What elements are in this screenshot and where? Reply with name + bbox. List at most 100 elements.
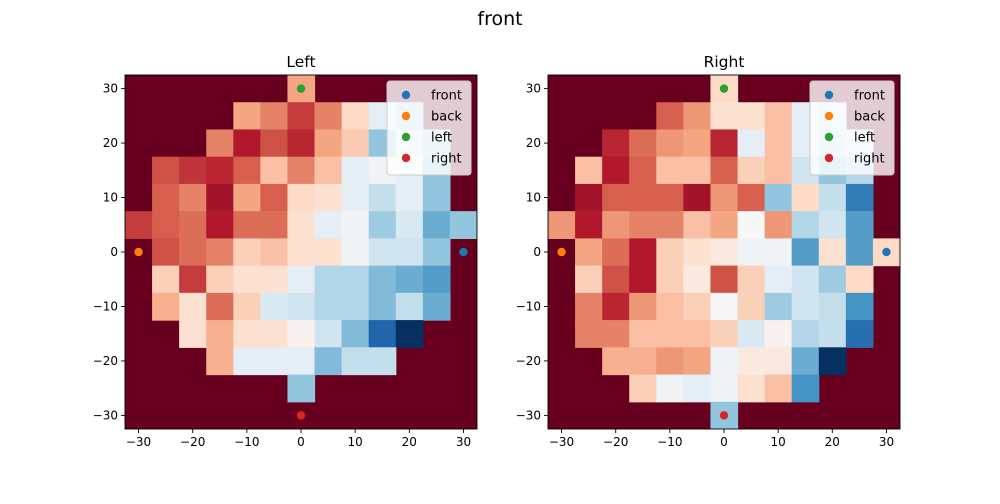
heatmap-cell [260, 292, 289, 321]
heatmap-cell [287, 347, 316, 376]
heatmap-cell [260, 156, 289, 185]
heatmap-cell [683, 183, 712, 212]
heatmap-cell [233, 347, 261, 376]
heatmap-cell [602, 347, 630, 376]
heatmap-cell [737, 292, 766, 321]
heatmap-cell [260, 183, 289, 212]
heatmap-cell [683, 374, 712, 403]
heatmap-cells [125, 75, 477, 403]
heatmap-cell [314, 183, 343, 212]
heatmap-cell [341, 183, 370, 212]
x-tick-label: 10 [771, 435, 786, 449]
heatmap-cell [152, 265, 180, 294]
heatmap-cell [341, 265, 370, 294]
heatmap-cell [791, 238, 820, 267]
heatmap-cell [206, 320, 234, 348]
heatmap-cell [629, 320, 657, 348]
heatmap-cell [764, 320, 793, 348]
heatmap-cell [656, 347, 684, 376]
heatmap-cell [791, 320, 820, 348]
x-tick-label: 20 [402, 435, 417, 449]
heatmap-cell [791, 265, 820, 294]
x-tick-label: −10 [234, 435, 259, 449]
heatmap-cell [737, 183, 766, 212]
heatmap-cell [314, 102, 343, 131]
heatmap-cell [575, 156, 603, 185]
heatmap-cell [233, 211, 261, 239]
heatmap-cell [287, 265, 316, 294]
heatmap-cell [314, 265, 343, 294]
panel-left: Left −30 −20 −10 0 10 20 30 −30 −20 −10 0 10 20 30 fron… [93, 53, 478, 449]
legend-label-front: front [431, 89, 462, 104]
heatmap-cell [206, 265, 234, 294]
heatmap-cell [341, 292, 370, 321]
heatmap-cell [818, 238, 847, 267]
point-back [134, 247, 143, 257]
heatmap-cell [287, 292, 316, 321]
heatmap-cell [764, 347, 793, 376]
heatmap-cell [845, 320, 874, 348]
heatmap-cell [341, 347, 370, 376]
heatmap-cell [260, 129, 289, 158]
legend-marker-left [824, 132, 834, 142]
heatmap-cell [575, 183, 603, 212]
heatmap-cell [845, 238, 874, 267]
heatmap-cell [422, 265, 451, 294]
y-tick-label: 10 [526, 191, 541, 205]
heatmap-cell [548, 211, 576, 239]
heatmap-cell [368, 183, 397, 212]
heatmap-cell [683, 211, 712, 239]
heatmap-cell [395, 320, 424, 348]
x-tick-label: 20 [825, 435, 840, 449]
heatmap-cell [737, 374, 766, 403]
heatmap-cell [710, 183, 739, 212]
heatmap-cell [683, 156, 712, 185]
y-tick-label: 10 [103, 191, 118, 205]
point-left [719, 84, 729, 93]
heatmap-cell [791, 211, 820, 239]
legend-marker-back [401, 111, 411, 121]
heatmap-cell [287, 238, 316, 267]
y-tick-label: 30 [103, 82, 118, 96]
heatmap-cell [683, 347, 712, 376]
heatmap-cell [656, 374, 684, 403]
heatmap-cell [206, 156, 234, 185]
heatmap-cell [602, 320, 630, 348]
heatmap-cell [152, 211, 180, 239]
heatmap-cell [233, 292, 261, 321]
heatmap-cell [341, 129, 370, 158]
x-tick-label: 0 [297, 435, 305, 449]
heatmap-cell [233, 102, 261, 131]
heatmap-cell [656, 238, 684, 267]
point-back [557, 247, 566, 257]
point-right [296, 411, 306, 420]
heatmap-cell [737, 320, 766, 348]
heatmap-cell [152, 156, 180, 185]
x-tick-label: −30 [126, 435, 151, 449]
heatmap-cell [179, 156, 207, 185]
heatmap-cell [233, 320, 261, 348]
legend-label-right: right [854, 152, 885, 167]
legend-marker-back [824, 111, 834, 121]
heatmap-cell [737, 238, 766, 267]
legend-label-back: back [431, 110, 462, 125]
heatmap-cell [341, 238, 370, 267]
heatmap-cell [602, 156, 630, 185]
heatmap-cell [656, 265, 684, 294]
heatmap-cell [710, 320, 739, 348]
heatmap-cell [737, 211, 766, 239]
y-tick-label: −30 [516, 408, 541, 422]
heatmap-cell [125, 211, 153, 239]
heatmap-cell [233, 156, 261, 185]
heatmap-cell [791, 292, 820, 321]
heatmap-cell [152, 183, 180, 212]
heatmap-cell [575, 292, 603, 321]
legend-label-left: left [854, 131, 875, 146]
heatmap-cell [818, 347, 847, 376]
heatmap-cell [422, 183, 451, 212]
heatmap-cell [260, 347, 289, 376]
heatmap-cell [575, 211, 603, 239]
legend-marker-front [401, 90, 411, 100]
heatmap-cell [368, 265, 397, 294]
